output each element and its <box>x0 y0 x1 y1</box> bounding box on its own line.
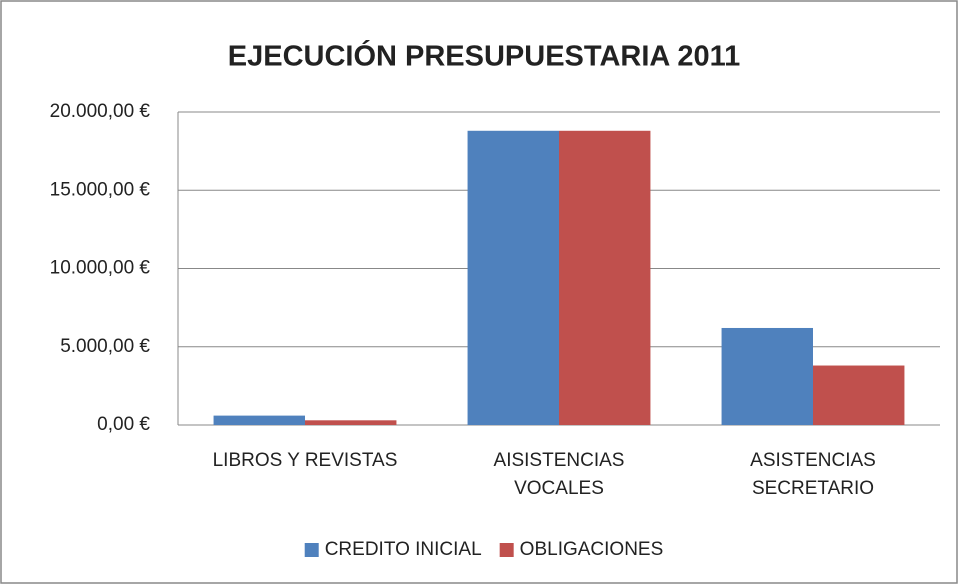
y-tick-label: 15.000,00 € <box>50 179 151 200</box>
bar <box>305 420 397 425</box>
legend-label: OBLIGACIONES <box>520 539 664 560</box>
x-tick-label: LIBROS Y REVISTAS <box>213 450 398 471</box>
y-tick-label: 10.000,00 € <box>50 258 151 279</box>
bar <box>721 327 813 425</box>
y-tick-label: 20.000,00 € <box>50 101 151 122</box>
bar <box>467 130 559 425</box>
y-tick-label: 0,00 € <box>97 414 150 435</box>
chart-title: EJECUCIÓN PRESUPUESTARIA 2011 <box>228 39 740 73</box>
legend-swatch <box>499 543 514 557</box>
x-tick-label: ASISTENCIAS SECRETARIO <box>750 450 876 499</box>
y-tick-label: 5.000,00 € <box>60 336 150 357</box>
x-tick-label: AISISTENCIAS VOCALES <box>494 450 625 499</box>
bar <box>813 365 905 425</box>
bar <box>559 130 651 425</box>
bar <box>213 415 305 425</box>
legend-swatch <box>304 543 319 557</box>
legend-label: CREDITO INICIAL <box>325 539 482 560</box>
